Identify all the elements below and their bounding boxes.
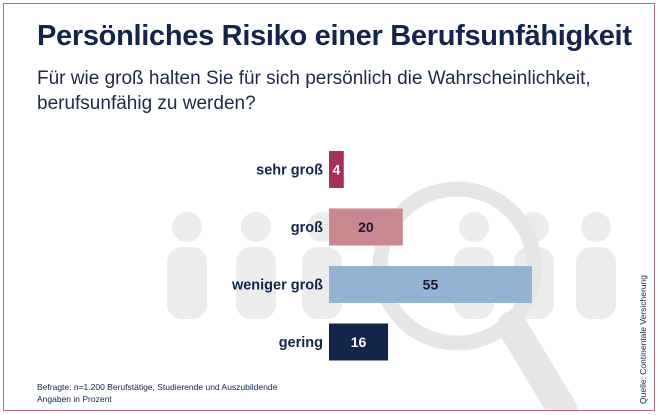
bar-value-label: 16 [351, 334, 367, 350]
bar [329, 208, 403, 246]
chart-subtitle: Für wie groß halten Sie für sich persönl… [37, 68, 591, 114]
category-label: groß [291, 220, 323, 236]
person-silhouette-icon [236, 212, 276, 319]
bar-chart: sehr groß 4 groß 20 weniger groß 55 gering 16 [231, 151, 532, 361]
footnote-respondents: Befragte: n=1.200 Berufstätige, Studiere… [37, 382, 278, 392]
bar-value-label: 55 [423, 277, 439, 293]
chart-title: Persönliches Risiko einer Berufsunfähigk… [37, 20, 632, 52]
category-label: gering [279, 335, 323, 351]
person-silhouette-icon [167, 212, 207, 319]
footnote: Befragte: n=1.200 Berufstätige, Studiere… [37, 381, 277, 405]
bar [329, 323, 389, 361]
bar-value-label: 20 [358, 219, 374, 235]
category-label: weniger groß [231, 278, 323, 294]
source-credit: Quelle: Continentale Versicherung [638, 275, 648, 404]
footnote-unit: Angaben in Prozent [37, 394, 112, 404]
bar [329, 266, 532, 303]
bar-value-label: 4 [332, 162, 340, 178]
infographic-frame: Persönliches Risiko einer Berufsunfähigk… [3, 3, 655, 411]
bar [329, 151, 344, 188]
person-silhouette-icon [576, 212, 616, 319]
category-label: sehr groß [256, 163, 323, 179]
